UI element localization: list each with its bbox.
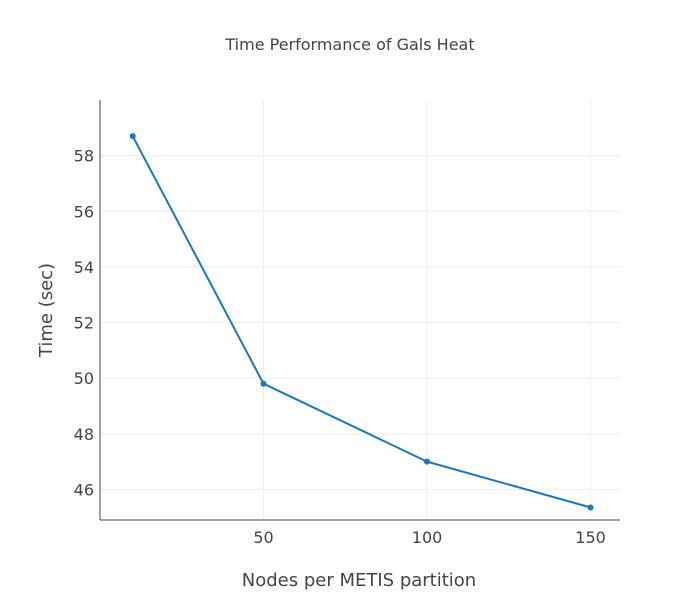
x-tick-label: 50 — [253, 528, 273, 547]
data-point — [129, 133, 136, 140]
ticks-layer: 50 100 150 46 48 50 52 54 56 58 — [74, 147, 606, 547]
y-tick-label: 54 — [74, 258, 94, 277]
chart-title: Time Performance of Gals Heat — [224, 35, 474, 54]
y-tick-label: 48 — [74, 425, 94, 444]
y-tick-label: 52 — [74, 314, 94, 333]
series-layer — [129, 133, 594, 511]
y-tick-label: 46 — [74, 480, 94, 499]
data-point — [260, 380, 267, 387]
data-point — [424, 458, 431, 465]
y-axis-title: Time (sec) — [36, 263, 57, 358]
y-tick-label: 50 — [74, 369, 94, 388]
x-tick-label: 100 — [412, 528, 443, 547]
series-line — [131, 135, 591, 509]
y-tick-label: 58 — [74, 147, 94, 166]
y-tick-label: 56 — [74, 202, 94, 221]
x-tick-label: 150 — [575, 528, 606, 547]
grid-layer — [100, 100, 620, 520]
x-axis-title: Nodes per METIS partition — [242, 570, 476, 591]
axes-layer — [99, 100, 620, 521]
data-point — [587, 504, 594, 511]
